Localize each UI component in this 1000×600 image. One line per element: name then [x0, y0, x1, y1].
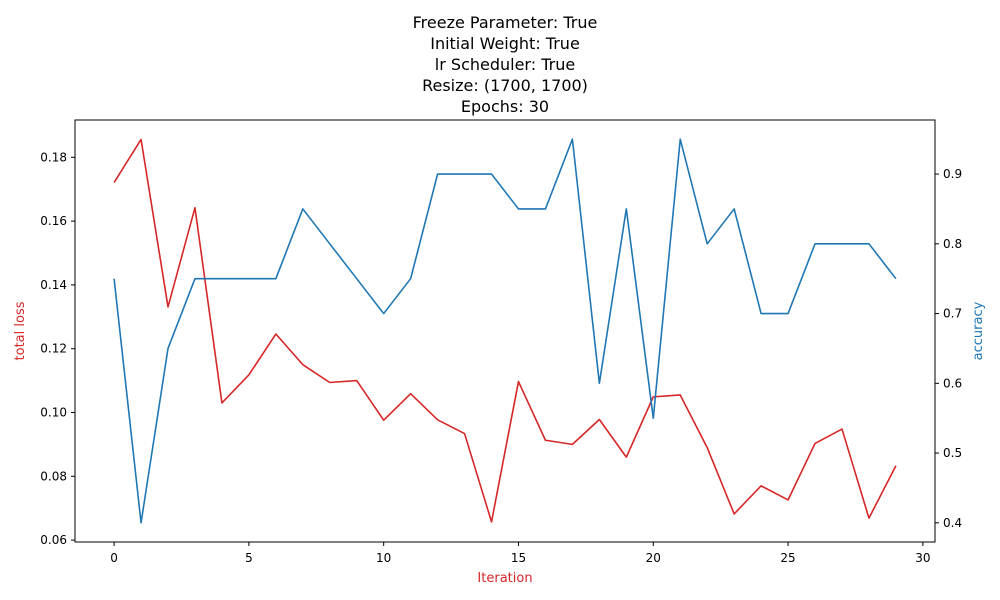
x-tick-label: 5: [245, 551, 253, 565]
x-tick-label: 0: [110, 551, 118, 565]
y-left-tick-label: 0.06: [40, 533, 67, 547]
title-line: Epochs: 30: [461, 97, 549, 116]
y-right-tick-label: 0.9: [943, 167, 962, 181]
y-axis-right: 0.4 0.5 0.6 0.7 0.8 0.9: [935, 167, 962, 530]
y-left-tick-label: 0.14: [40, 278, 67, 292]
title-line: Resize: (1700, 1700): [422, 76, 588, 95]
chart-title: Freeze Parameter: True Initial Weight: Tr…: [413, 13, 598, 116]
y-axis-left-label: total loss: [13, 301, 28, 360]
y-left-tick-label: 0.18: [40, 150, 67, 164]
x-axis-label: Iteration: [477, 571, 532, 586]
title-line: Freeze Parameter: True: [413, 13, 598, 32]
y-left-tick-label: 0.10: [40, 405, 67, 419]
y-right-tick-label: 0.6: [943, 376, 962, 390]
y-axis-left: 0.06 0.08 0.10 0.12 0.14 0.16 0.18: [40, 150, 75, 547]
x-tick-label: 15: [511, 551, 526, 565]
accuracy-line: [113, 138, 897, 524]
total-loss-line: [113, 138, 897, 523]
x-tick-label: 25: [780, 551, 795, 565]
y-right-tick-label: 0.5: [943, 446, 962, 460]
x-tick-label: 20: [646, 551, 661, 565]
title-line: lr Scheduler: True: [435, 55, 575, 74]
title-line: Initial Weight: True: [430, 34, 580, 53]
y-left-tick-label: 0.08: [40, 469, 67, 483]
x-tick-label: 10: [376, 551, 391, 565]
y-left-tick-label: 0.16: [40, 214, 67, 228]
x-tick-label: 30: [915, 551, 930, 565]
y-right-tick-label: 0.8: [943, 237, 962, 251]
plot-area: [74, 119, 936, 543]
y-right-tick-label: 0.7: [943, 307, 962, 321]
y-left-tick-label: 0.12: [40, 342, 67, 356]
x-axis: 0 5 10 15 20 25 30: [110, 542, 931, 565]
series-group: [113, 138, 897, 524]
y-right-tick-label: 0.4: [943, 516, 962, 530]
y-axis-right-label: accuracy: [971, 301, 986, 360]
